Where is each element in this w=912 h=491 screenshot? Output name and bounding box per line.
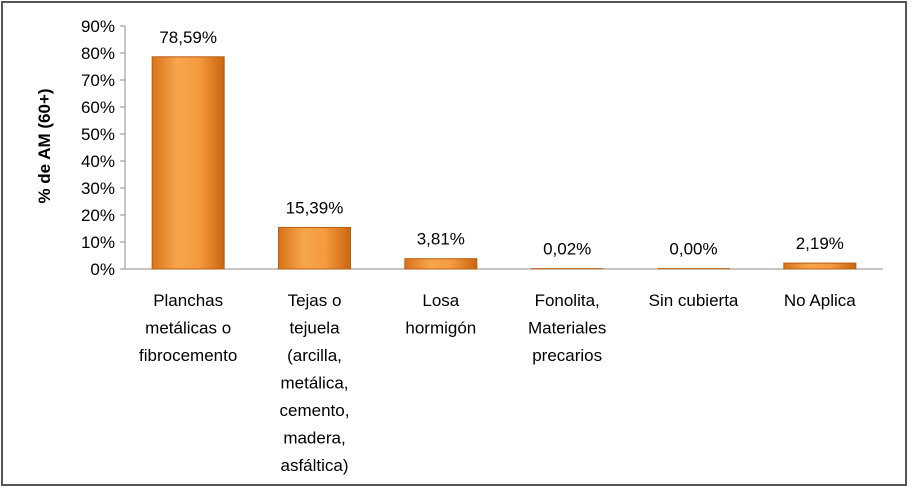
category-label: Planchas [153,291,223,310]
bars [151,56,857,270]
y-tick-label: 70% [81,71,115,90]
category-label: cemento, [280,401,350,420]
category-label: hormigón [405,319,476,338]
data-labels: 78,59% 15,39% 3,81% 0,02% 0,00% 2,19% [159,28,844,259]
category-label: metálicas o [145,319,231,338]
y-tick-label: 30% [81,179,115,198]
data-label: 3,81% [417,230,465,249]
category-label: precarios [532,346,602,365]
y-tick-label: 10% [81,233,115,252]
bar-chart: % de AM (60+) 0% 10% 20% 30% 40% 50% 60% 70% 80%… [35,17,883,475]
category-label: (arcilla, [287,346,342,365]
y-tick-label: 90% [81,17,115,36]
category-label: metálica, [280,374,348,393]
y-axis-title: % de AM (60+) [35,88,54,203]
y-tick-label: 50% [81,125,115,144]
data-label: 2,19% [796,234,844,253]
category-label: Sin cubierta [649,291,739,310]
category-labels: Planchas metálicas o fibrocemento Tejas o te… [139,291,856,475]
bar [278,226,351,270]
bar [151,56,225,270]
data-label: 0,00% [669,239,717,258]
bar [657,268,730,270]
category-label: Fonolita, [535,291,600,310]
bar [783,262,857,270]
y-tick-label: 20% [81,206,115,225]
bar [404,258,478,270]
category-label: Materiales [528,319,606,338]
axes [124,26,883,270]
data-label: 0,02% [543,239,591,258]
data-label: 78,59% [159,28,217,47]
y-axis-title-group: % de AM (60+) [35,88,54,203]
y-tick-label: 0% [90,260,115,279]
category-label: No Aplica [784,291,856,310]
category-label: madera, [283,429,345,448]
category-label: asfáltica) [280,456,348,475]
category-label: Losa [422,291,459,310]
category-label: fibrocemento [139,346,237,365]
y-tick-label: 60% [81,98,115,117]
category-label: Tejas o [288,291,342,310]
y-tick-label: 40% [81,152,115,171]
y-tick-label: 80% [81,44,115,63]
y-ticks: 0% 10% 20% 30% 40% 50% 60% 70% 80% 90% [81,17,125,279]
bar [530,268,604,270]
category-label: tejuela [289,319,340,338]
data-label: 15,39% [286,198,344,217]
